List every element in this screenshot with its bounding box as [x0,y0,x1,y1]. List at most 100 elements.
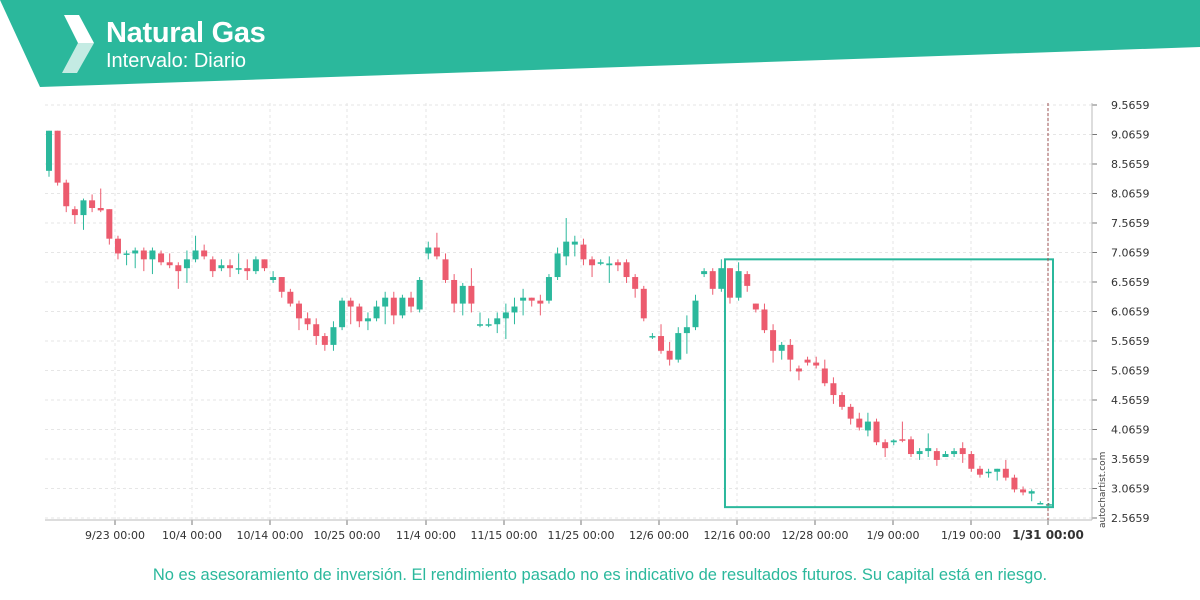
candle-body [787,344,794,360]
candle-body [563,241,570,257]
candle [416,277,423,313]
candle [339,297,346,331]
x-tick-label: 1/31 00:00 [1012,528,1084,542]
candle-body [382,297,389,307]
candle [925,433,932,457]
candle-body [364,318,371,322]
candle-body [201,250,208,257]
candle [494,312,501,334]
x-tick-label: 1/9 00:00 [867,529,920,542]
candle [192,235,199,263]
candle-body [425,247,432,254]
candle [304,312,311,331]
candle [433,232,440,260]
candle-body [1045,504,1052,506]
candle-body [71,209,78,216]
candle [554,247,561,280]
candle-body [528,297,535,301]
candle-body [227,265,234,269]
candle [830,377,837,404]
candle-body [839,395,846,407]
candle [675,327,682,363]
candle-body [451,279,458,304]
candle [821,359,828,387]
x-tick-label: 11/25 00:00 [548,529,615,542]
y-axis: 9.5659 9.0659 8.5659 8.0659 7.5659 7.0659 6.56… [1091,99,1150,525]
candle [795,365,802,381]
candle [356,303,363,328]
candle-body [606,263,613,266]
candle-body [390,297,397,316]
candle-body [778,344,785,351]
candle [477,312,483,328]
candle [873,418,880,446]
candle [666,341,673,366]
candle [735,262,742,301]
candle [864,412,871,437]
candle-body [1020,489,1027,493]
candles-layer [46,130,1052,506]
candle-body [399,297,406,316]
candle-body [1002,468,1009,478]
candle [1020,486,1027,496]
candle [114,235,121,260]
candle [683,315,690,354]
candle-body [580,244,587,260]
candle [502,303,509,339]
candle [606,256,613,283]
y-tick-label: 9.0659 [1111,129,1150,142]
candle-body [166,262,173,266]
candle [890,439,897,446]
candle [718,259,725,292]
candle-body [899,439,906,441]
candle-body [683,327,690,334]
candle [123,250,130,266]
candle-body [770,330,777,351]
candle-body [735,271,742,298]
candle [908,436,914,457]
candle-body [295,303,302,319]
candle [468,268,475,313]
autochartist-logo-icon [62,15,94,73]
y-tick-label: 7.5659 [1111,217,1150,230]
candle-body [192,250,199,260]
candle-body [158,253,165,263]
candle-body [882,442,889,449]
candle-body [477,324,483,326]
candle-body [106,209,113,239]
candle [968,451,975,472]
candle-body [804,359,811,363]
candle-body [244,268,251,272]
candle-body [287,291,294,304]
candle-body [726,268,733,298]
candle-body [330,327,337,345]
candle-body [511,306,518,313]
candle [856,412,863,431]
candle [882,439,889,457]
candle [787,338,794,372]
candle [54,130,61,186]
x-tick-label: 11/15 00:00 [471,529,538,542]
candle [295,300,302,331]
candle [701,268,708,278]
candle-body [830,383,837,396]
candle [364,312,371,331]
candle-body [46,130,52,171]
candle [537,294,544,316]
candle [571,235,578,257]
candle [382,291,389,325]
candle [614,259,621,272]
candle-body [959,448,966,455]
candle-body [985,471,992,474]
candle [166,253,173,269]
candle-body [442,259,449,280]
candle-body [261,259,268,269]
candle [278,277,285,298]
candle-body [373,306,380,319]
candle [235,253,242,275]
candle [252,256,259,275]
candle-body [666,350,673,360]
candle [744,271,751,292]
candle [752,303,759,313]
candle-body [675,333,682,360]
